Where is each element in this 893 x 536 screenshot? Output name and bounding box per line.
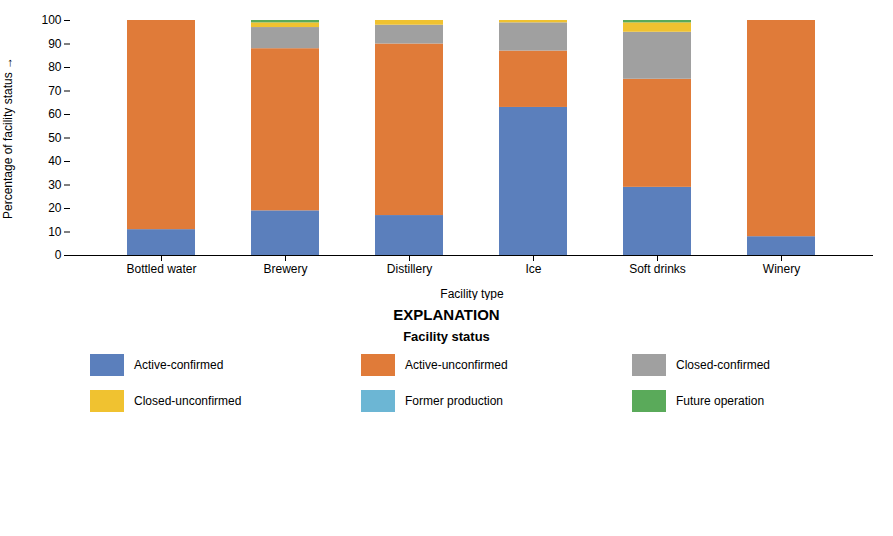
svg-text:0: 0 xyxy=(55,248,62,262)
svg-text:10: 10 xyxy=(48,225,62,239)
svg-text:Distillery: Distillery xyxy=(387,262,432,276)
html-text:Closed-unconfirmed: Closed-unconfirmed xyxy=(134,394,242,408)
svg-text:70: 70 xyxy=(48,84,62,98)
html-text:EXPLANATION: EXPLANATION xyxy=(393,306,500,323)
html-text:Active-unconfirmed: Active-unconfirmed xyxy=(405,358,508,372)
svg-text:90: 90 xyxy=(48,37,62,51)
svg-text:Soft drinks: Soft drinks xyxy=(629,262,686,276)
svg-text:50: 50 xyxy=(48,131,62,145)
svg-text:Brewery: Brewery xyxy=(263,262,307,276)
html-text:Closed-confirmed: Closed-confirmed xyxy=(676,358,770,372)
svg-text:40: 40 xyxy=(48,154,62,168)
svg-text:Winery: Winery xyxy=(763,262,800,276)
svg-text:30: 30 xyxy=(48,178,62,192)
html-text:Facility status: Facility status xyxy=(403,329,490,344)
svg-text:Ice: Ice xyxy=(525,262,541,276)
svg-text:60: 60 xyxy=(48,107,62,121)
svg-text:100: 100 xyxy=(41,13,61,27)
svg-text:80: 80 xyxy=(48,60,62,74)
html-text:Former production: Former production xyxy=(405,394,503,408)
html-text:Future operation: Future operation xyxy=(676,394,765,408)
svg-text:20: 20 xyxy=(48,201,62,215)
svg-text:Facility type: Facility type xyxy=(440,287,504,301)
svg-text:Bottled water: Bottled water xyxy=(126,262,196,276)
svg-text:Percentage of facility status: Percentage of facility status → xyxy=(1,57,15,219)
html-text:Active-confirmed: Active-confirmed xyxy=(134,358,224,372)
